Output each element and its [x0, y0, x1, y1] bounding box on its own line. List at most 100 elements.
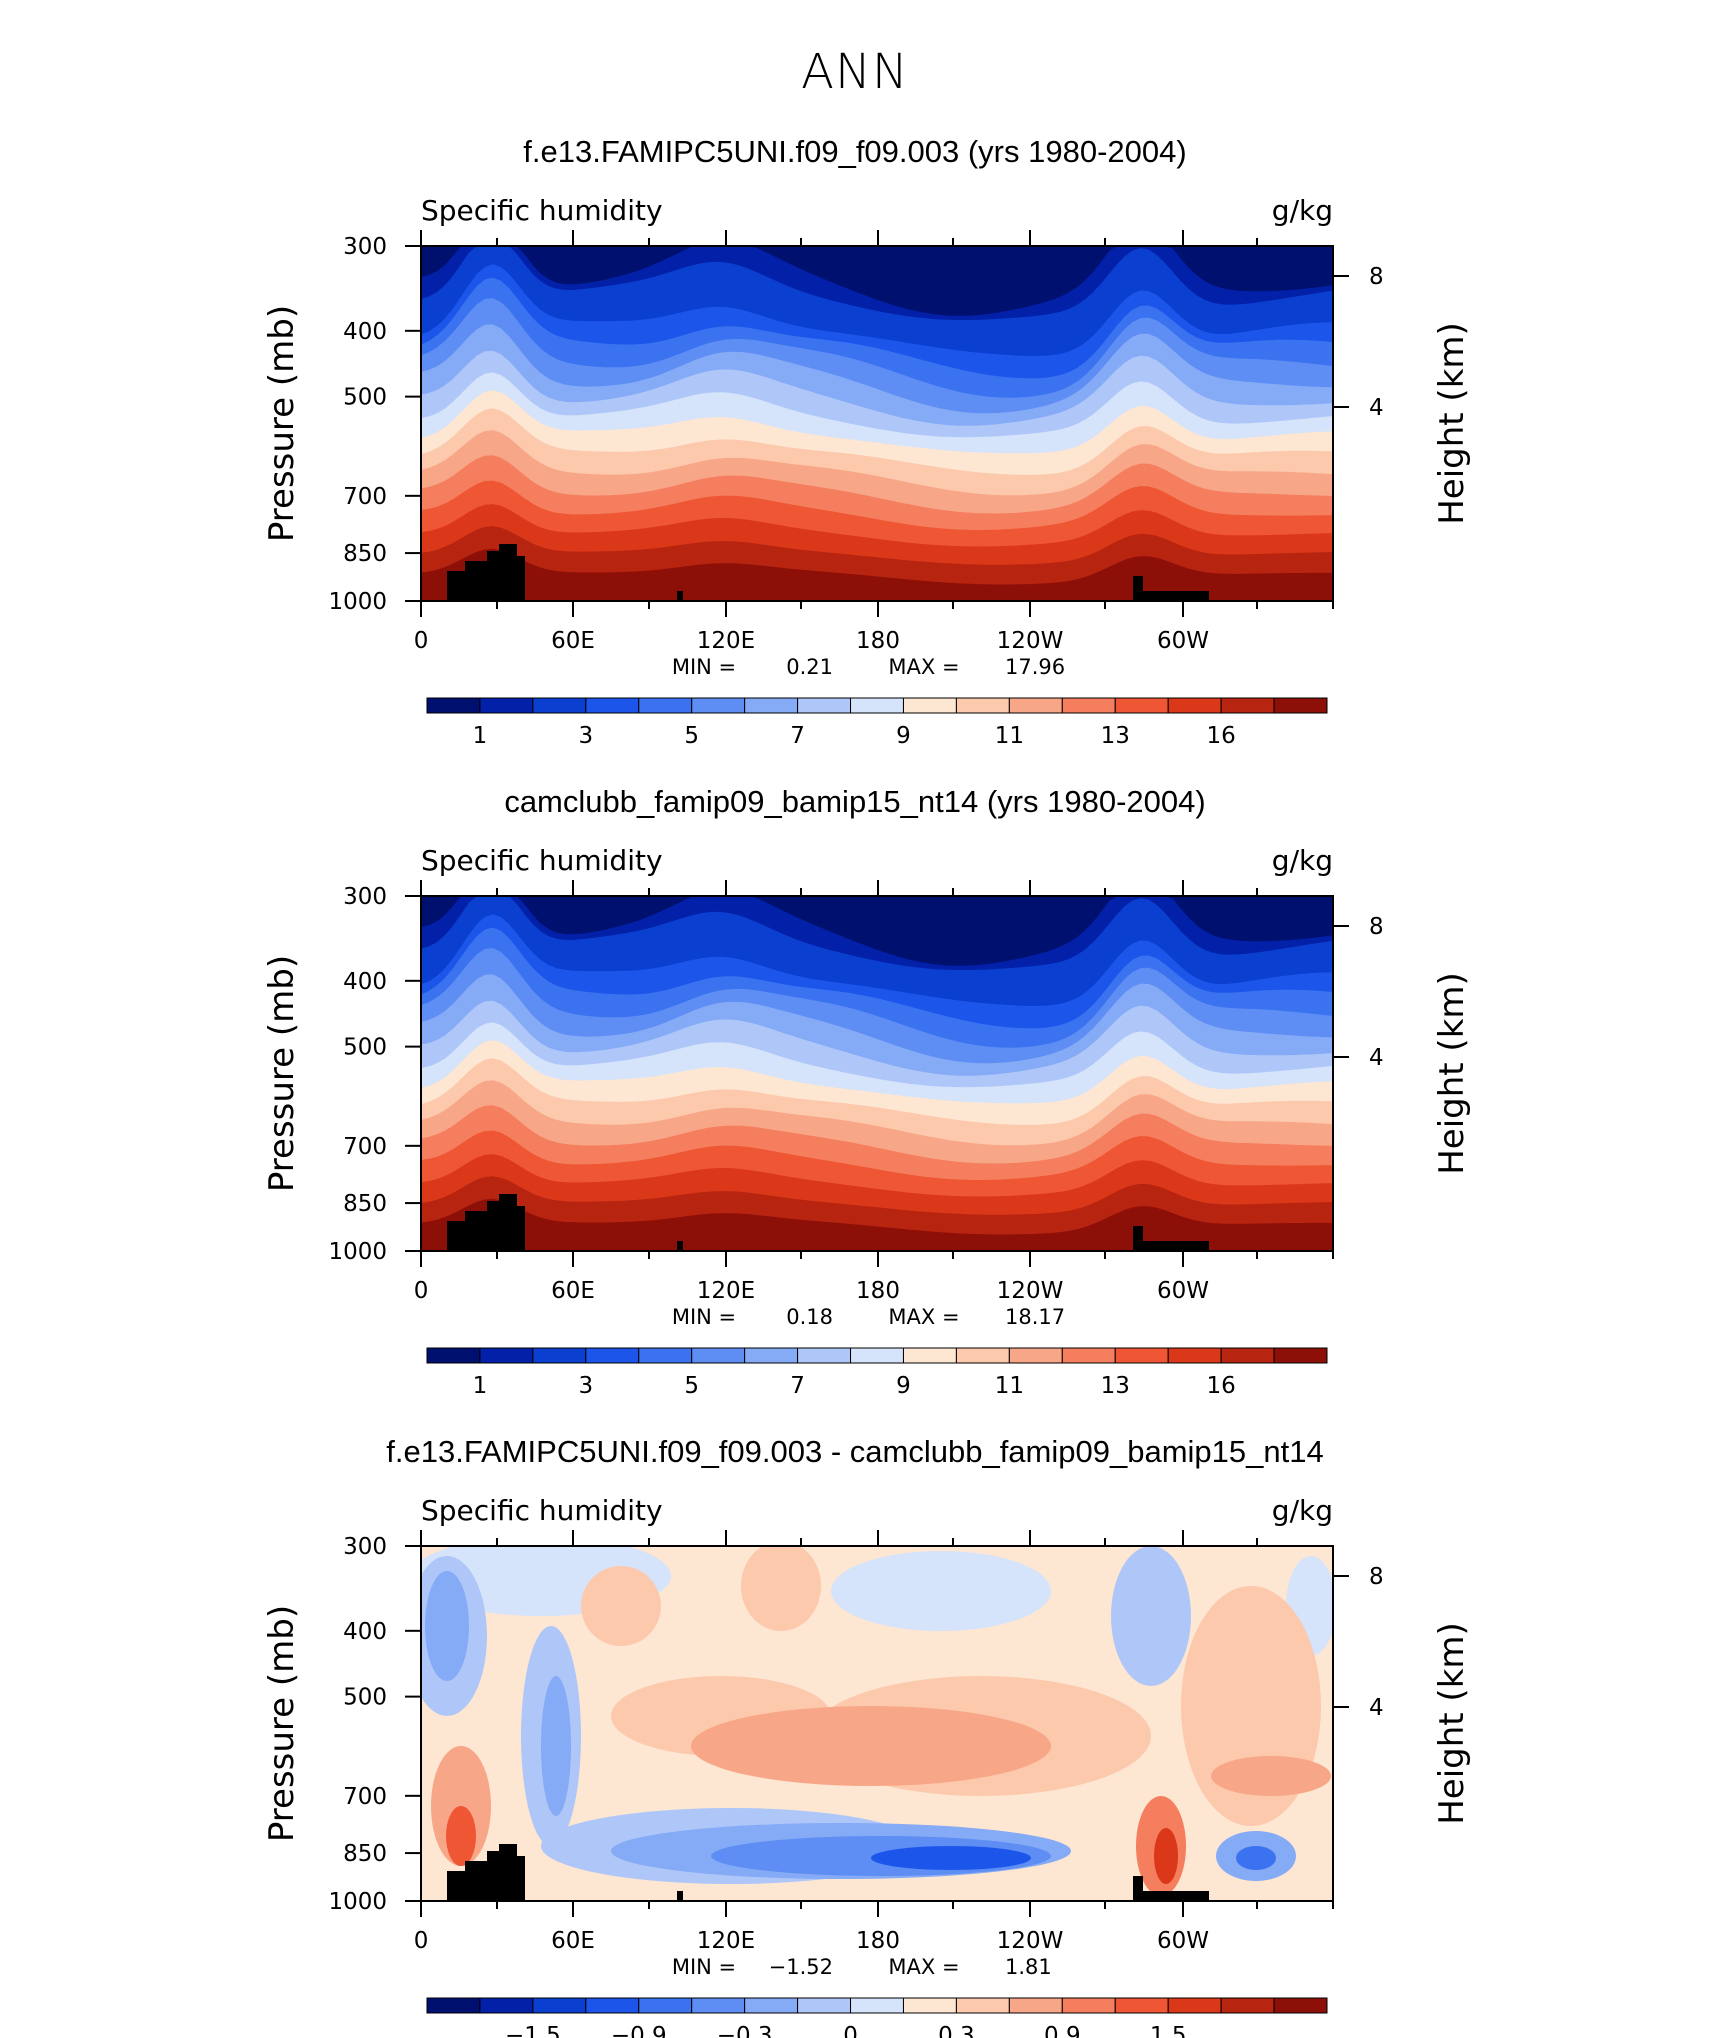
- min-label: MIN =: [672, 1955, 736, 1979]
- x-tick-label: 60W: [1157, 1278, 1209, 1304]
- terrain-block: [465, 1211, 487, 1251]
- plot-area-3: [421, 1546, 1333, 1901]
- min-value: −1.52: [769, 1955, 833, 1979]
- colorbar-1: 1 3 5 7 9 11 13 16: [426, 697, 1328, 749]
- colorbar-swatch: [638, 697, 693, 714]
- colorbar-label: 3: [579, 1373, 594, 1399]
- colorbar-swatch: [1273, 1347, 1328, 1364]
- x-tick-label: 0: [414, 1928, 429, 1954]
- y-axis-right-title: Height (km): [1432, 322, 1472, 525]
- contour-band: [1154, 1828, 1178, 1884]
- x-tick-label: 60E: [551, 1278, 595, 1304]
- colorbar-swatch: [1220, 1347, 1275, 1364]
- terrain-block: [677, 1241, 683, 1251]
- terrain-block: [465, 1861, 487, 1901]
- height-tick-label: 4: [1369, 395, 1384, 421]
- axes-3: Specific humidity g/kg 0 60E 120E 180 120W 60W 3…: [262, 1494, 1472, 2038]
- colorbar-swatch: [585, 1997, 640, 2014]
- max-label: MAX =: [888, 655, 959, 679]
- terrain-block: [1143, 591, 1209, 601]
- colorbar-swatch: [850, 697, 904, 714]
- terrain-block: [677, 591, 683, 601]
- x-tick-label: 120E: [697, 628, 755, 654]
- colorbar-swatch: [691, 697, 746, 714]
- height-tick-label: 8: [1369, 264, 1384, 290]
- colorbar-swatch: [691, 1997, 746, 2014]
- colorbar-label: 11: [995, 1373, 1024, 1399]
- y-axis-right-title: Height (km): [1432, 1622, 1472, 1825]
- y-axis-title: Pressure (mb): [262, 955, 302, 1192]
- colorbar-label: 9: [896, 723, 911, 749]
- y-tick-label: 300: [343, 1534, 387, 1560]
- colorbar-2: 1 3 5 7 9 11 13 16: [426, 1347, 1328, 1399]
- terrain-block: [447, 571, 465, 601]
- x-tick-label: 180: [856, 1278, 900, 1304]
- contour-band: [831, 1551, 1051, 1631]
- terrain-block: [517, 556, 525, 601]
- min-label: MIN =: [672, 1305, 736, 1329]
- colorbar-swatch: [797, 1997, 852, 2014]
- contour-band: [421, 896, 1333, 966]
- y-tick-label: 300: [343, 234, 387, 260]
- colorbar-label: −1.5: [505, 2023, 561, 2038]
- colorbar-label: 3: [579, 723, 594, 749]
- colorbar-swatch: [1273, 1997, 1328, 2014]
- y-axis-title: Pressure (mb): [262, 305, 302, 542]
- y-tick-label: 850: [343, 1191, 387, 1217]
- colorbar-swatch: [1114, 697, 1169, 714]
- terrain-block: [677, 1891, 683, 1901]
- y-tick-label: 400: [343, 969, 387, 995]
- panel-2-title: camclubb_famip09_bamip15_nt14 (yrs 1980-…: [504, 784, 1206, 819]
- contour-band: [691, 1706, 1051, 1786]
- colorbar-swatch: [850, 1997, 904, 2014]
- colorbar-label: 5: [684, 1373, 699, 1399]
- contour-fill-2: [421, 896, 1333, 1251]
- colorbar-label: 13: [1101, 723, 1130, 749]
- colorbar-swatch: [902, 1347, 957, 1364]
- terrain-block: [1133, 1226, 1143, 1251]
- terrain-block: [447, 1871, 465, 1901]
- min-label: MIN =: [672, 655, 736, 679]
- y-tick-label: 850: [343, 1841, 387, 1867]
- axes-1: Specific humidity g/kg 0 60E 120E 180 120W 60W 3…: [262, 194, 1472, 749]
- terrain-block: [1143, 1241, 1209, 1251]
- terrain-block: [487, 1201, 499, 1251]
- terrain-block: [499, 1844, 517, 1901]
- colorbar-swatch: [902, 697, 957, 714]
- colorbar-swatch: [479, 697, 534, 714]
- contour-band: [1236, 1846, 1276, 1870]
- colorbar-swatch: [1167, 697, 1222, 714]
- colorbar-swatch: [532, 697, 587, 714]
- contour-band: [581, 1566, 661, 1646]
- y-tick-label: 700: [343, 484, 387, 510]
- terrain-block: [517, 1206, 525, 1251]
- colorbar-label: 1: [473, 723, 488, 749]
- colorbar-swatch: [1114, 1347, 1169, 1364]
- contour-band: [1111, 1546, 1191, 1686]
- terrain-block: [1133, 576, 1143, 601]
- colorbar-swatch: [1167, 1997, 1222, 2014]
- colorbar-label: −0.3: [717, 2023, 773, 2038]
- contour-band: [446, 1806, 476, 1866]
- colorbar-swatch: [426, 1347, 481, 1364]
- y-tick-label: 1000: [328, 1889, 387, 1915]
- colorbar-swatch: [744, 1997, 799, 2014]
- height-tick-label: 8: [1369, 914, 1384, 940]
- max-label: MAX =: [888, 1305, 959, 1329]
- colorbar-swatch: [426, 697, 481, 714]
- y-tick-label: 400: [343, 319, 387, 345]
- unit-label-2: g/kg: [1272, 844, 1333, 877]
- x-tick-label: 0: [414, 1278, 429, 1304]
- colorbar-swatch: [585, 1347, 640, 1364]
- colorbar-label: 1: [473, 1373, 488, 1399]
- max-value: 1.81: [1005, 1955, 1052, 1979]
- colorbar-swatch: [1061, 1347, 1116, 1364]
- x-tick-label: 120W: [997, 1928, 1064, 1954]
- variable-label-2: Specific humidity: [421, 844, 663, 877]
- variable-label-1: Specific humidity: [421, 194, 663, 227]
- x-tick-label: 60E: [551, 1928, 595, 1954]
- y-tick-label: 300: [343, 884, 387, 910]
- y-tick-label: 500: [343, 1685, 387, 1711]
- colorbar-swatch: [955, 1347, 1010, 1364]
- colorbar-swatch: [691, 1347, 746, 1364]
